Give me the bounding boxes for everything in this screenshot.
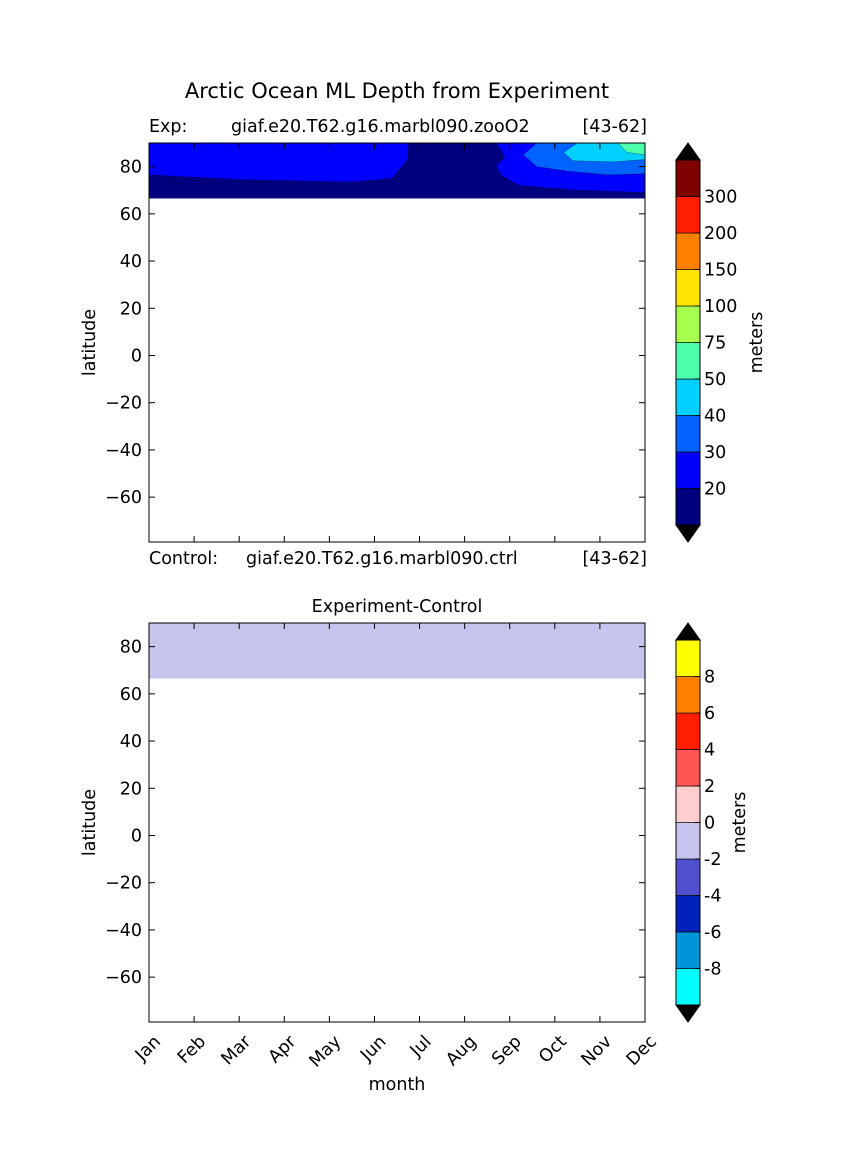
colorbar-swatch-5 xyxy=(675,305,701,343)
contour-fields xyxy=(149,623,645,679)
footer-right: [43-62] xyxy=(582,549,647,569)
xtick-label: May xyxy=(306,1032,346,1072)
colorbar-tick-label: 20 xyxy=(704,480,726,500)
colorbar-tick-label: -6 xyxy=(704,923,721,943)
ylabel: latitude xyxy=(80,789,100,856)
colorbar-tick-label: 75 xyxy=(704,334,726,354)
colorbar-extend-top-arrow xyxy=(675,622,701,641)
colorbar-tick-label: 150 xyxy=(704,261,737,281)
ytick-label: 0 xyxy=(131,826,142,846)
ytick-label: 80 xyxy=(120,638,142,658)
xtick-label: Jul xyxy=(406,1032,436,1062)
colorbar-swatch-3 xyxy=(675,378,701,416)
ytick-label: −60 xyxy=(105,488,142,508)
xtick-label: Mar xyxy=(218,1031,256,1069)
colorbar-swatch-0 xyxy=(675,488,701,526)
colorbar-swatch-3 xyxy=(675,858,701,896)
xtick-label: Jan xyxy=(131,1032,165,1066)
header-center: giaf.e20.T62.g16.marbl090.zooO2 xyxy=(231,117,530,137)
colorbar-swatch-0 xyxy=(675,968,701,1006)
ytick-label: 60 xyxy=(120,685,142,705)
colorbar-tick-label: 4 xyxy=(704,741,715,761)
axes-frame xyxy=(148,142,646,543)
colorbar-extend-bottom-arrow xyxy=(675,1004,701,1023)
colorbar-swatch-8 xyxy=(675,676,701,714)
contour-fields xyxy=(149,143,645,199)
panel-title: Experiment-Control xyxy=(312,597,483,617)
contour-region-0 xyxy=(149,623,645,679)
colorbar-swatch-6 xyxy=(675,749,701,787)
ytick-label: −20 xyxy=(105,394,142,414)
colorbar-tick-label: 50 xyxy=(704,370,726,390)
colorbar-swatch-7 xyxy=(675,712,701,750)
colorbar-tick-label: 100 xyxy=(704,297,737,317)
colorbar-label: meters xyxy=(747,312,767,374)
contour-region-4 xyxy=(149,143,409,183)
colorbar-label: meters xyxy=(730,792,750,854)
footer-left: Control: xyxy=(149,549,218,569)
footer-center: giaf.e20.T62.g16.marbl090.ctrl xyxy=(246,549,518,569)
colorbar-swatch-9 xyxy=(675,159,701,197)
xlabel: month xyxy=(369,1075,426,1095)
colorbar-swatch-2 xyxy=(675,415,701,453)
ytick-label: −20 xyxy=(105,874,142,894)
figure-title: Arctic Ocean ML Depth from Experiment xyxy=(185,79,609,103)
xtick-label: Nov xyxy=(578,1032,616,1070)
colorbar-swatch-6 xyxy=(675,269,701,307)
ytick-label: 60 xyxy=(120,205,142,225)
ylabel: latitude xyxy=(80,309,100,376)
xtick-label: Feb xyxy=(174,1032,210,1068)
xtick-label: Sep xyxy=(488,1032,525,1069)
colorbar-extend-bottom-arrow xyxy=(675,524,701,543)
xtick-label: Oct xyxy=(535,1032,571,1068)
colorbar-swatch-7 xyxy=(675,232,701,270)
colorbar-swatch-9 xyxy=(675,639,701,677)
colorbar-tick-label: 200 xyxy=(704,224,737,244)
ytick-label: 0 xyxy=(131,346,142,366)
ytick-label: 20 xyxy=(120,779,142,799)
xtick-label: Dec xyxy=(623,1032,661,1070)
colorbar-swatch-2 xyxy=(675,895,701,933)
xtick-label: Apr xyxy=(265,1031,301,1067)
colorbar-swatch-1 xyxy=(675,931,701,969)
plot-background xyxy=(149,623,645,1022)
ytick-label: 20 xyxy=(120,299,142,319)
colorbar-swatch-4 xyxy=(675,342,701,380)
colorbar-swatch-8 xyxy=(675,196,701,234)
contour-region-8 xyxy=(617,143,645,156)
xtick-label: Aug xyxy=(442,1032,480,1070)
ytick-label: 40 xyxy=(120,732,142,752)
colorbar-tick-label: 40 xyxy=(704,407,726,427)
colorbar-tick-label: 8 xyxy=(704,668,715,688)
colorbar-extend-top-arrow xyxy=(675,142,701,161)
ytick-label: 40 xyxy=(120,252,142,272)
colorbar-tick-label: -4 xyxy=(704,887,721,907)
plot-background xyxy=(149,143,645,542)
ytick-label: 80 xyxy=(120,158,142,178)
axes-frame xyxy=(148,622,646,1023)
ytick-label: −40 xyxy=(105,441,142,461)
colorbar-tick-label: -8 xyxy=(704,960,721,980)
header-right: [43-62] xyxy=(582,117,647,137)
colorbar-tick-label: 0 xyxy=(704,814,715,834)
colorbar-swatch-4 xyxy=(675,822,701,860)
ytick-label: −60 xyxy=(105,968,142,988)
colorbar: 20 30 40 50 75 100 150 200 300 meters xyxy=(675,142,767,543)
header-left: Exp: xyxy=(149,117,187,137)
colorbar-tick-label: 300 xyxy=(704,188,737,208)
colorbar-tick-label: 6 xyxy=(704,704,715,724)
colorbar: -8 -6 -4 -2 0 2 4 6 8 meters xyxy=(675,622,750,1023)
colorbar-tick-label: 30 xyxy=(704,443,726,463)
colorbar-swatch-5 xyxy=(675,785,701,823)
xtick-label: Jun xyxy=(356,1032,390,1066)
colorbar-swatch-1 xyxy=(675,451,701,489)
colorbar-tick-label: 2 xyxy=(704,777,715,797)
ytick-label: −40 xyxy=(105,921,142,941)
colorbar-tick-label: -2 xyxy=(704,850,721,870)
